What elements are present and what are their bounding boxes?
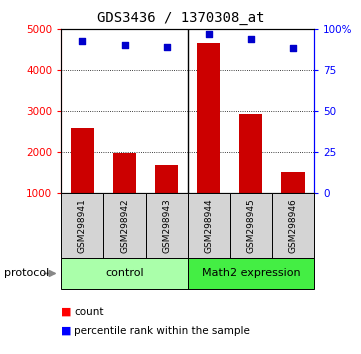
Bar [155,165,178,193]
Point [248,36,254,42]
Text: protocol: protocol [4,268,49,279]
Point [122,42,127,47]
Text: GSM298946: GSM298946 [288,198,297,253]
Bar [113,153,136,193]
Text: GSM298944: GSM298944 [204,198,213,253]
Point [206,31,212,37]
Bar [71,128,94,193]
Text: GDS3436 / 1370308_at: GDS3436 / 1370308_at [97,11,264,25]
Text: ■: ■ [61,326,72,336]
Text: control: control [105,268,144,279]
Text: percentile rank within the sample: percentile rank within the sample [74,326,250,336]
Text: count: count [74,307,104,316]
Text: GSM298945: GSM298945 [247,198,255,253]
Point [290,45,296,51]
Bar [197,44,220,193]
Point [79,39,85,44]
Text: Math2 expression: Math2 expression [201,268,300,279]
Text: GSM298943: GSM298943 [162,198,171,253]
Text: ■: ■ [61,307,72,316]
Point [164,44,170,50]
Bar [239,114,262,193]
Bar [282,172,305,193]
Text: GSM298941: GSM298941 [78,198,87,253]
Text: GSM298942: GSM298942 [120,198,129,253]
